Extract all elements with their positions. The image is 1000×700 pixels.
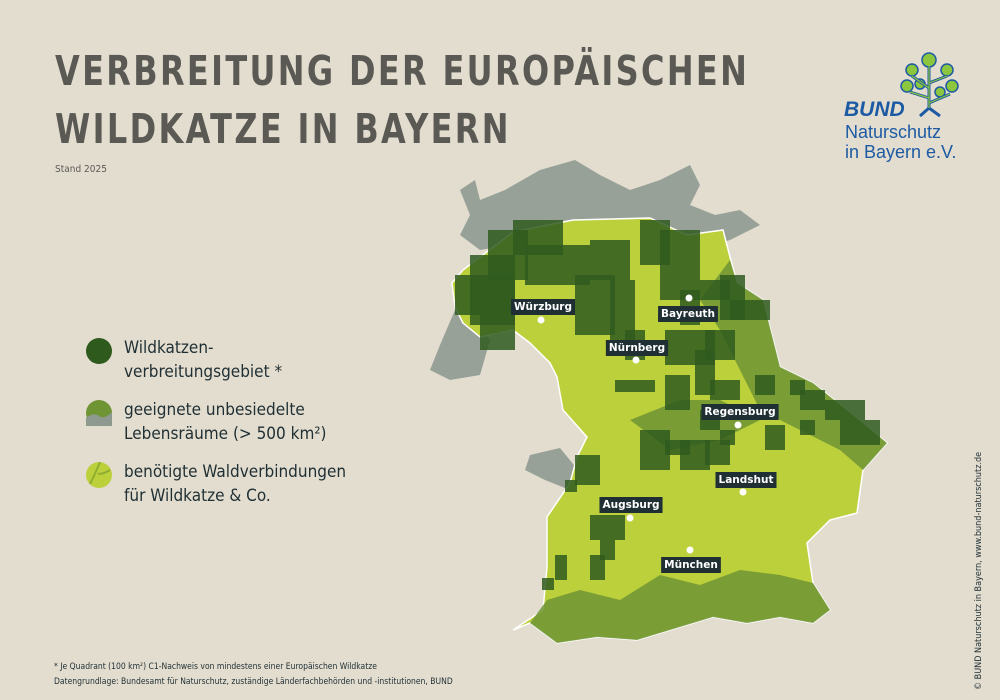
city-label-background [661, 557, 721, 573]
distribution-square [565, 480, 577, 492]
city-label-background [605, 340, 669, 356]
subtitle: Stand 2025 [55, 164, 107, 175]
dark-green-circle-icon [86, 338, 112, 364]
distribution-square [590, 515, 625, 540]
city-label: München [664, 559, 718, 571]
logo-line-1: Naturschutz [845, 122, 942, 142]
city-label: Regensburg [704, 406, 775, 418]
city-label-background [658, 306, 718, 322]
logo-text: Naturschutz in Bayern e.V. [845, 122, 956, 162]
legend-text: für Wildkatze & Co. [124, 486, 271, 506]
bund-logo: BUND Naturschutz in Bayern e.V. [840, 48, 990, 168]
distribution-square [825, 400, 865, 420]
city-dot [537, 316, 545, 324]
logo-line-2: in Bayern e.V. [845, 142, 957, 162]
footnote-line-1: * Je Quadrant (100 km²) C1-Nachweis von … [54, 662, 377, 672]
distribution-square [480, 315, 515, 350]
legend-text: geeignete unbesiedelte [124, 400, 305, 420]
distribution-square [555, 555, 567, 580]
distribution-square [590, 240, 630, 280]
city-label-background [701, 404, 779, 420]
title-line-2: WILDKATZE IN BAYERN [55, 105, 511, 153]
distribution-square [765, 425, 785, 450]
legend-item-distribution: Wildkatzen- verbreitungsgebiet * [86, 336, 414, 384]
distribution-square [755, 375, 775, 395]
city-dot [739, 488, 747, 496]
logo-brand: BUND [844, 98, 905, 121]
distribution-square [800, 420, 815, 435]
distribution-square [720, 430, 735, 445]
legend-text: benötigte Waldverbindungen [124, 462, 347, 482]
footnote-source: Datengrundlage: Bundesamt für Naturschut… [54, 677, 453, 687]
legend-text: Wildkatzen- [124, 338, 214, 358]
legend-text: verbreitungsgebiet * [124, 362, 283, 382]
distribution-square [840, 420, 880, 445]
distribution-square [525, 245, 565, 285]
linden-tree-icon [900, 52, 959, 118]
city-label: Nürnberg [609, 342, 665, 354]
city-label-background [599, 497, 663, 513]
distribution-square [730, 300, 770, 320]
footnote: * Je Quadrant (100 km²) C1-Nachweis von … [54, 660, 453, 690]
city-label: Würzburg [514, 301, 572, 313]
distribution-square [665, 375, 690, 410]
distribution-square [710, 380, 740, 400]
title-line-1: VERBREITUNG DER EUROPÄISCHEN [55, 47, 750, 95]
light-green-circle-icon [86, 462, 112, 488]
legend-item-forest-links: benötigte Waldverbindungen für Wildkatze… [86, 460, 414, 508]
city-dot [686, 546, 694, 554]
distribution-square [470, 255, 515, 325]
city-label: Landshut [719, 474, 774, 486]
distribution-square [660, 230, 700, 300]
city-dot [632, 356, 640, 364]
city-dot [626, 514, 634, 522]
city-dot [685, 294, 693, 302]
city-label: Bayreuth [661, 308, 715, 320]
distribution-square [590, 555, 605, 580]
city-label: Augsburg [602, 499, 659, 511]
city-label-background [715, 472, 777, 488]
mid-green-circle-icon [86, 400, 112, 426]
wildcat-distribution-squares [455, 220, 880, 590]
distribution-square [615, 380, 655, 392]
page-title: VERBREITUNG DER EUROPÄISCHEN WILDKATZE I… [55, 42, 749, 158]
distribution-square [575, 275, 615, 335]
distribution-square [542, 578, 554, 590]
city-markers: Würzburg Bayreuth Nürnberg Regensburg Landsh… [510, 294, 779, 573]
city-dot [734, 421, 742, 429]
distribution-square [575, 455, 600, 485]
city-label-background [510, 299, 576, 315]
copyright: © BUND Naturschutz in Bayern, www.bund-n… [974, 451, 984, 690]
map-legend: Wildkatzen- verbreitungsgebiet * geeigne… [86, 336, 414, 522]
legend-item-habitats: geeignete unbesiedelte Lebensräume (> 50… [86, 398, 414, 446]
distribution-square [800, 390, 825, 410]
legend-text: Lebensräume (> 500 km²) [124, 424, 327, 444]
